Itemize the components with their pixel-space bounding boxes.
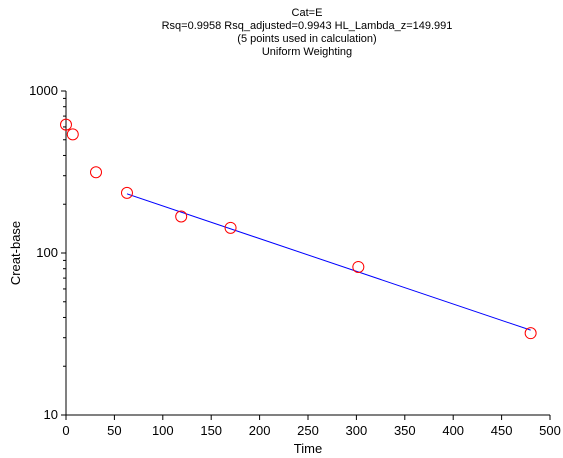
x-tick-label-150: 150 — [200, 423, 222, 438]
x-tick-label-250: 250 — [297, 423, 319, 438]
title-line-category: Cat=E — [292, 7, 323, 19]
x-tick-label-50: 50 — [107, 423, 121, 438]
data-point — [352, 260, 365, 273]
x-tick-label-300: 300 — [346, 423, 368, 438]
chart-title: Cat=E Rsq=0.9958 Rsq_adjusted=0.9943 HL_… — [162, 7, 453, 58]
y-tick-label-10: 10 — [44, 407, 58, 422]
x-tick-label-0: 0 — [62, 423, 69, 438]
data-point — [90, 166, 103, 179]
x-axis-ticks: 0 50 100 150 200 250 300 350 400 450 500 — [62, 415, 561, 438]
data-points — [60, 118, 537, 340]
y-axis-label: Creat-base — [8, 221, 23, 285]
data-point — [66, 128, 79, 141]
data-point — [120, 186, 133, 199]
y-axis-ticks: 10 100 1000 — [29, 83, 66, 422]
y-tick-label-1000: 1000 — [29, 83, 58, 98]
x-tick-label-450: 450 — [491, 423, 513, 438]
x-axis-label: Time — [294, 441, 322, 456]
regression-line — [126, 193, 531, 331]
title-line-weighting: Uniform Weighting — [262, 46, 352, 58]
regression-line-group — [126, 193, 531, 331]
y-tick-label-100: 100 — [36, 245, 58, 260]
data-point — [60, 118, 72, 131]
x-tick-label-100: 100 — [152, 423, 174, 438]
data-point — [524, 327, 537, 340]
x-tick-label-500: 500 — [539, 423, 561, 438]
x-tick-label-350: 350 — [394, 423, 416, 438]
title-line-points-used: (5 points used in calculation) — [237, 33, 376, 45]
x-tick-label-400: 400 — [442, 423, 464, 438]
data-point — [175, 210, 188, 223]
title-line-statistics: Rsq=0.9958 Rsq_adjusted=0.9943 HL_Lambda… — [162, 20, 453, 32]
data-point — [224, 221, 237, 234]
x-tick-label-200: 200 — [249, 423, 271, 438]
